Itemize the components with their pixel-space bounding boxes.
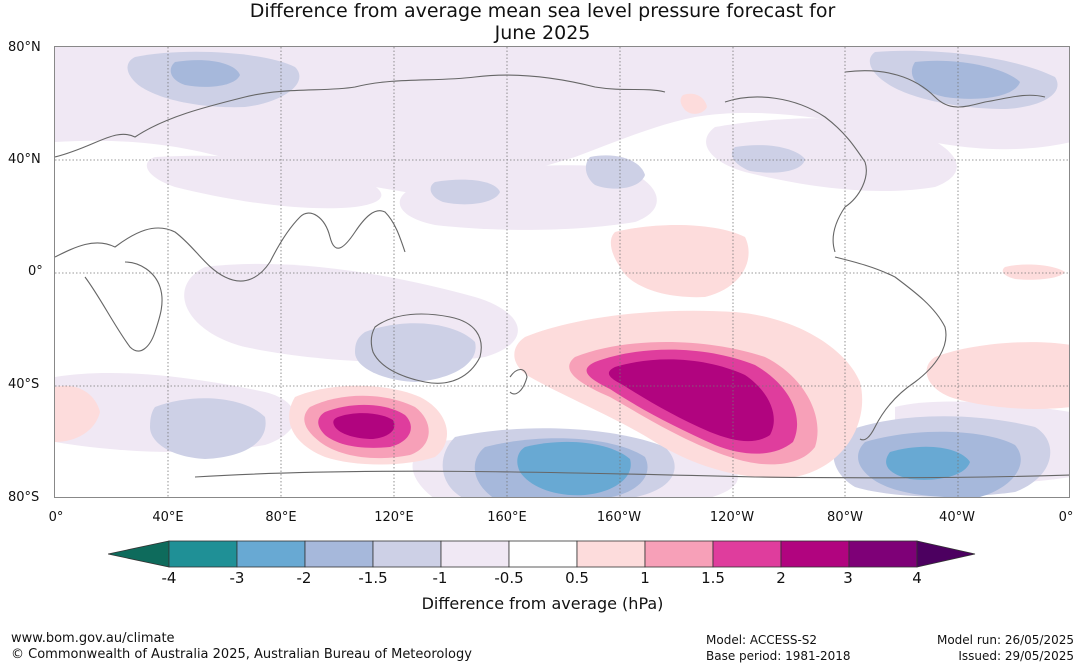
map-canvas (55, 47, 1069, 497)
legend-swatch (848, 540, 918, 568)
lon-label-40e: 40°E (152, 510, 184, 525)
legend-tick: -3 (229, 569, 245, 587)
footer-base-period: Base period: 1981-2018 (706, 649, 851, 663)
legend-swatch (304, 540, 374, 568)
legend-swatch (168, 540, 238, 568)
legend-swatch (236, 540, 306, 568)
legend-tick: -2 (296, 569, 312, 587)
legend-swatch (440, 540, 510, 568)
graticule (55, 47, 1069, 497)
footer-model: Model: ACCESS-S2 (706, 633, 818, 647)
legend-tick: -1 (432, 569, 448, 587)
legend-swatch (576, 540, 646, 568)
lon-label-80e: 80°E (265, 510, 297, 525)
legend-tick: 1 (640, 569, 650, 587)
footer-url: www.bom.gov.au/climate (11, 631, 175, 646)
title-line-2: June 2025 (494, 22, 591, 44)
footer-copyright: © Commonwealth of Australia 2025, Austra… (11, 647, 472, 662)
lon-label-120e: 120°E (374, 510, 414, 525)
lon-label-0-left: 0° (48, 510, 64, 525)
very-strong-negative-regions (517, 441, 970, 496)
lon-label-40w: 40°W (939, 510, 975, 525)
lat-label-40s: 40°S (8, 377, 40, 392)
coastlines (55, 70, 1069, 479)
legend-tick: 0.5 (565, 569, 589, 587)
lon-label-0-right: 0° (1058, 510, 1074, 525)
legend-tick: -0.5 (494, 569, 524, 587)
legend-tick: -4 (161, 569, 177, 587)
map-title: Difference from average mean sea level p… (0, 0, 1085, 44)
legend-swatch (780, 540, 850, 568)
legend-tick: -1.5 (358, 569, 388, 587)
title-line-1: Difference from average mean sea level p… (249, 0, 836, 22)
lat-label-40n: 40°N (8, 152, 41, 167)
pressure-anomaly-map (54, 46, 1070, 498)
legend-swatch (644, 540, 714, 568)
lon-label-160w: 160°W (596, 510, 642, 525)
legend-swatch (372, 540, 442, 568)
legend-swatch (916, 540, 976, 568)
very-strong-positive-regions (333, 359, 774, 442)
legend-tick: 1.5 (701, 569, 725, 587)
legend-title: Difference from average (hPa) (421, 594, 664, 613)
legend-colorbar (108, 540, 976, 568)
lon-label-160e: 160°E (487, 510, 527, 525)
legend-tick: 4 (912, 569, 922, 587)
lat-label-80n: 80°N (8, 40, 41, 55)
lat-label-0: 0° (28, 264, 43, 279)
lon-label-80w: 80°W (827, 510, 863, 525)
footer-model-run: Model run: 26/05/2025 (936, 633, 1074, 647)
lat-label-80s: 80°S (8, 490, 40, 505)
legend-swatch (508, 540, 578, 568)
lon-label-120w: 120°W (709, 510, 755, 525)
legend-swatch (108, 540, 170, 568)
legend-swatch (712, 540, 782, 568)
footer-issued: Issued: 29/05/2025 (958, 649, 1074, 663)
legend-tick: 2 (776, 569, 786, 587)
legend-tick: 3 (843, 569, 853, 587)
